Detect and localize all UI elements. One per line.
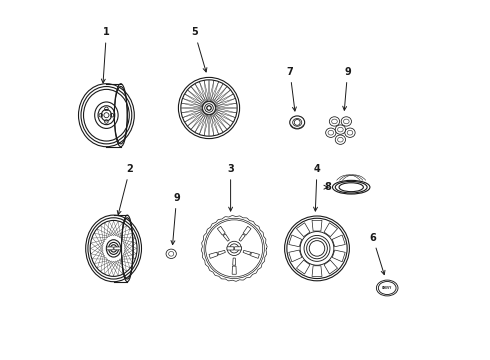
Ellipse shape: [166, 249, 176, 258]
FancyBboxPatch shape: [235, 247, 242, 250]
Circle shape: [207, 106, 211, 110]
Text: 8: 8: [324, 182, 331, 192]
FancyBboxPatch shape: [107, 247, 113, 250]
Text: 9: 9: [171, 193, 180, 244]
Text: 5: 5: [191, 27, 207, 72]
Ellipse shape: [345, 128, 355, 138]
Ellipse shape: [335, 135, 345, 144]
Text: 2: 2: [117, 164, 133, 215]
Circle shape: [207, 106, 211, 110]
Ellipse shape: [329, 117, 340, 126]
Text: 9: 9: [343, 67, 351, 110]
Text: 3: 3: [227, 164, 234, 211]
Text: 1: 1: [101, 27, 110, 83]
Text: 7: 7: [287, 67, 296, 111]
Text: CHEVY: CHEVY: [382, 286, 392, 290]
FancyBboxPatch shape: [114, 247, 121, 250]
Ellipse shape: [326, 128, 336, 138]
FancyBboxPatch shape: [227, 247, 234, 250]
Text: 4: 4: [314, 164, 320, 211]
Ellipse shape: [290, 116, 305, 129]
Text: 6: 6: [369, 233, 385, 275]
Ellipse shape: [335, 125, 345, 134]
Ellipse shape: [341, 117, 351, 126]
